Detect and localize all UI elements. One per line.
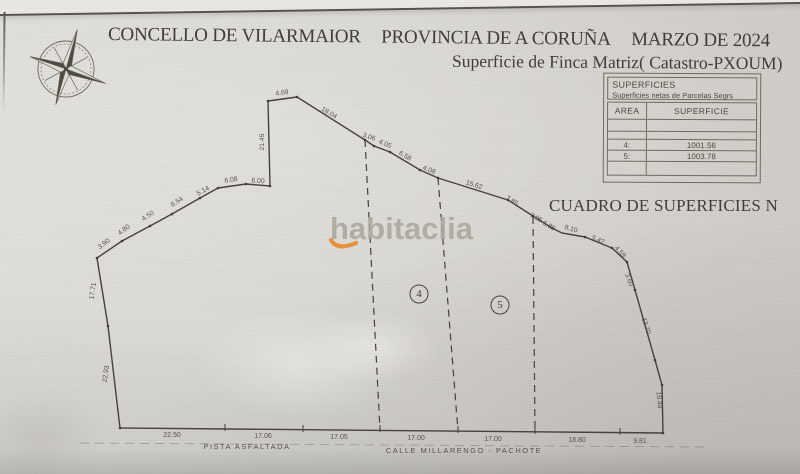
dimension-label: 6.00 [251,177,265,185]
dimension-label: 17.06 [254,433,272,440]
dimension-label: 9.81 [633,438,647,445]
dimension-label: 17.05 [330,434,348,441]
dimension-label: 8.54 [170,196,185,209]
dimension-label: 3.60 [623,273,634,288]
boundary-vertex [363,138,367,142]
boundary-vertex [198,196,202,200]
dimension-label: 21.45 [259,133,266,150]
dimension-label: 8.10 [564,224,579,234]
parcel-number-circle [490,295,510,315]
boundary-vertex [95,256,99,260]
dimension-label: 16.49 [654,391,662,409]
dimension-label: 18.04 [320,106,338,121]
dimension-label: 6.08 [224,176,238,185]
boundary-vertex [372,144,376,148]
boundary-vertex [120,239,124,243]
dimension-label: 4.08 [421,165,436,177]
boundary-vertex [661,431,665,435]
parcel-divider-line [364,139,381,431]
boundary-vertex [506,198,510,202]
compass-rose-icon [29,29,106,105]
dimension-label: 4.59 [613,245,627,260]
boundary-vertex [118,426,122,430]
dimension-label: 5.42 [590,234,605,246]
dimension-label: 13.70 [640,317,652,336]
dimension-label: 4.80 [117,223,132,237]
dimension-label: 4.69 [275,89,289,98]
dimension-label: 6.80 [541,220,556,232]
boundary-vertex [436,176,440,180]
boundary-vertex [625,260,629,264]
parcel-number: 4 [416,288,422,300]
parcel-divider-line [532,216,536,433]
boundary-vertex [295,95,299,99]
dimension-label: 7.05 [528,212,543,224]
dimension-label: 17.71 [89,282,98,300]
photo-bottom-shadow [0,448,800,474]
parcel-boundary [96,96,664,434]
dimension-label: 17.00 [484,436,502,443]
boundary-vertex [653,358,657,362]
dimension-label: 15.62 [465,179,484,191]
boundary-vertex [216,186,220,190]
boundary-vertex [244,182,248,186]
boundary-vertex [266,99,270,103]
boundary-vertex [148,224,152,228]
dimension-label: 17.00 [407,435,425,442]
street-name-label: PISTA ASFALTADA [203,442,290,451]
dimension-label: 3.06 [362,132,377,143]
boundary-vertex [268,184,272,188]
boundary-vertex [610,246,614,250]
dimension-label: 4.50 [141,210,156,223]
boundary-vertex [633,288,637,292]
dimension-label: 4.05 [377,138,392,150]
habitaclia-swoosh-icon [328,237,359,249]
dimension-label: 18.80 [568,437,586,444]
boundary-vertex [170,212,174,216]
boundary-vertex [418,168,422,172]
habitaclia-watermark: habitaclia [330,211,473,246]
street-name-label: CALLE MILLARENGO - PACHOTE [386,446,542,455]
dimension-label: 22.50 [163,432,181,439]
boundary-vertex [550,226,554,230]
boundary-vertex [583,235,587,239]
boundary-vertex [106,324,110,328]
cuadro-superficies-caption: CUADRO DE SUPERFICIES N [549,196,778,215]
parcel-number: 5 [497,299,503,311]
parcel-divider-line [437,177,459,432]
boundary-vertex [660,383,664,387]
parcel-number-circle [409,284,429,304]
boundary-vertex [531,214,535,218]
boundary-vertex [388,150,392,154]
dimension-label: 22.93 [102,365,111,383]
